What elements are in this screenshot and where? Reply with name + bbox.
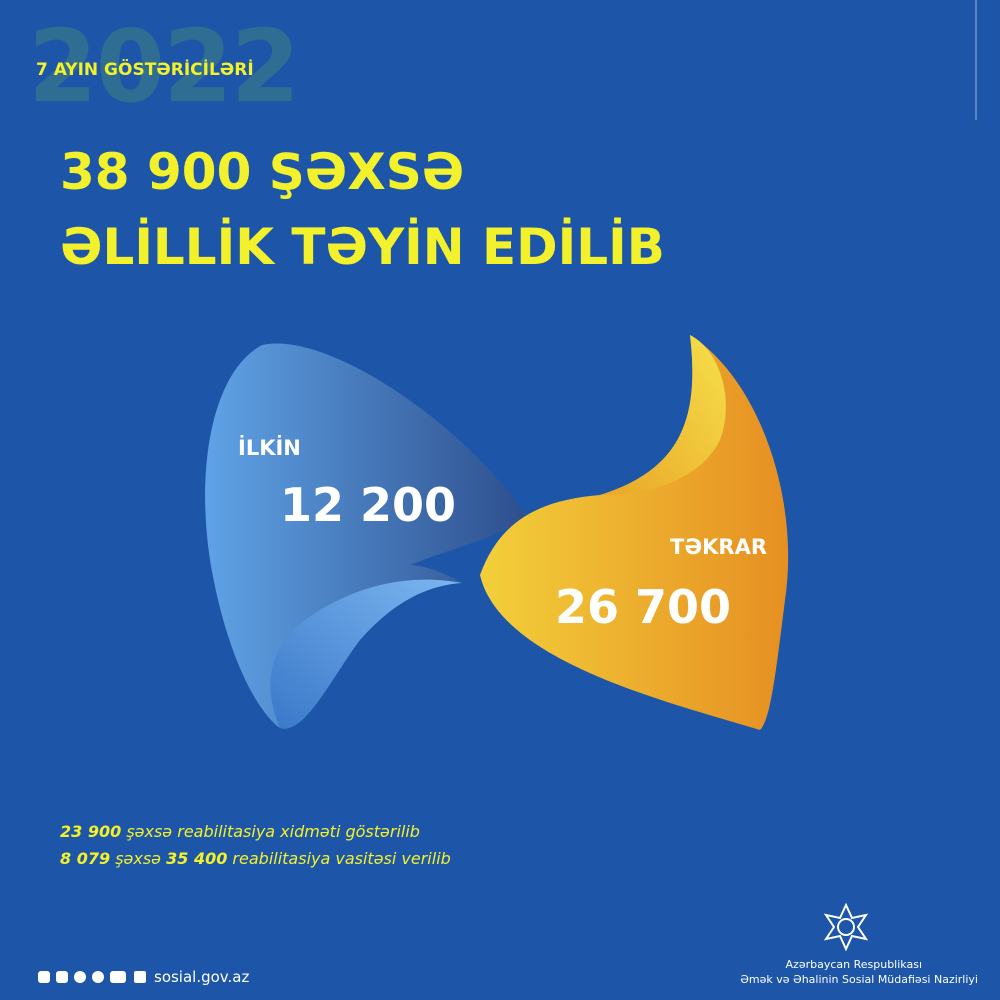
- note-text: şəxsə: [110, 849, 167, 868]
- title-line: ƏLİLLİK TƏYİN EDİLİB: [60, 218, 665, 276]
- note: 8 079 şəxsə 35 400 reabilitasiya vasitəs…: [60, 849, 451, 868]
- segment-label: İLKİN: [238, 436, 301, 460]
- org-line: Əmək və Əhalinin Sosial Müdafiəsi Nazirl…: [740, 973, 978, 986]
- note-number: 8 079: [60, 849, 111, 868]
- yellow-petal: [480, 335, 789, 730]
- subtitle: 7 AYIN GÖSTƏRİCİLƏRİ: [36, 60, 254, 80]
- social-icons: [38, 971, 146, 983]
- segment-value: 26 700: [555, 580, 732, 634]
- title-line: 38 900 ŞƏXSƏ: [60, 143, 465, 201]
- segment-value: 12 200: [280, 478, 457, 532]
- note-number: 35 400: [166, 849, 228, 868]
- note-number: 23 900: [60, 822, 122, 841]
- org-line: Azərbaycan Respublikası: [785, 958, 922, 971]
- website: sosial.gov.az: [154, 968, 250, 986]
- note-text: reabilitasiya vasitəsi verilib: [227, 849, 451, 868]
- logo: [823, 902, 869, 952]
- segment-label: TƏKRAR: [670, 535, 768, 559]
- year: 2022: [28, 8, 300, 125]
- blue-fold: [270, 579, 462, 729]
- note-text: şəxsə reabilitasiya xidməti göstərilib: [121, 822, 420, 841]
- note: 23 900 şəxsə reabilitasiya xidməti göstə…: [60, 822, 420, 841]
- yellow-fold: [600, 335, 726, 495]
- blue-petal: [205, 343, 526, 729]
